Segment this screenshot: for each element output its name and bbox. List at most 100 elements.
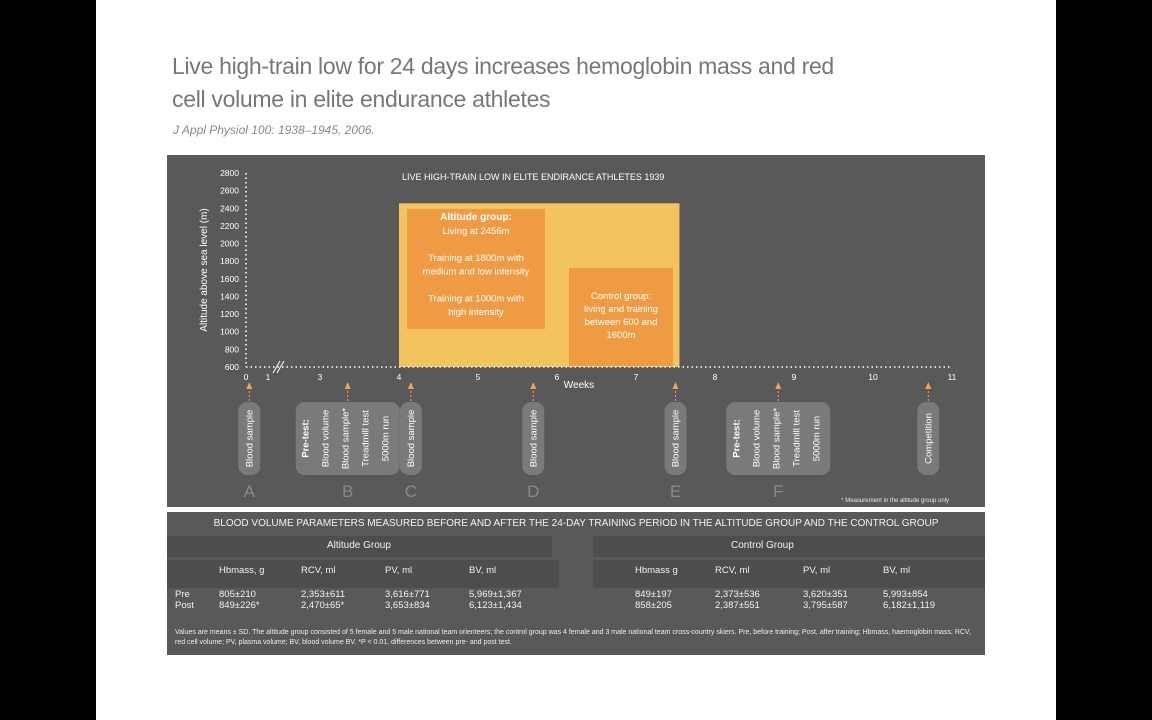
x-tick-label: 4 (397, 372, 402, 382)
measurement-letter: B (342, 482, 353, 501)
y-tick-label: 2400 (220, 203, 239, 213)
control-box-line: Control group: (591, 291, 651, 302)
x-tick-label: 6 (555, 372, 560, 382)
x-tick-label: 7 (634, 372, 639, 382)
altitude-cell: 805±210 (219, 589, 256, 600)
altitude-cell: 3,653±834 (385, 600, 430, 611)
measurement-item: Competition (923, 413, 934, 464)
table-title: BLOOD VOLUME PARAMETERS MEASURED BEFORE … (213, 518, 939, 529)
altitude-cell: 2,470±65* (301, 600, 345, 611)
measurement-pill (522, 402, 545, 475)
y-tick-label: 1600 (220, 274, 239, 284)
control-cell: 3,620±351 (803, 589, 848, 600)
altitude-box-heading: Altitude group: (440, 212, 512, 223)
control-cell: 2,387±551 (715, 600, 760, 611)
row-label: Pre (175, 589, 190, 600)
measurement-pill (295, 402, 400, 475)
altitude-group-label: Altitude Group (327, 540, 391, 551)
altitude-box-line: Training at 1800m with (428, 253, 524, 264)
measurement-item: Blood sample (671, 410, 682, 468)
measurement-letter: D (527, 482, 539, 501)
measurement-pill (917, 402, 940, 475)
arrow-head (775, 382, 782, 389)
y-tick-label: 2000 (220, 239, 239, 249)
x-tick-label: 11 (948, 372, 957, 382)
control-group-label: Control Group (731, 540, 794, 551)
altitude-cell: 2,353±611 (301, 589, 346, 600)
table-panel: BLOOD VOLUME PARAMETERS MEASURED BEFORE … (167, 512, 985, 655)
control-col-header: PV, ml (803, 565, 831, 576)
chart-panel: LIVE HIGH-TRAIN LOW IN ELITE ENDIRANCE A… (167, 155, 985, 507)
measurement-letter: C (405, 482, 417, 501)
altitude-cell: 3,616±771 (385, 589, 430, 600)
control-col-header: BV, ml (883, 565, 911, 576)
x-axis-label: Weeks (564, 380, 594, 391)
chart-title: LIVE HIGH-TRAIN LOW IN ELITE ENDIRANCE A… (402, 172, 664, 182)
measurement-item: Blood volume (321, 410, 332, 468)
measurement-item: Blood sample* (771, 408, 782, 470)
control-group-band (593, 536, 985, 557)
chart-footnote: * Measurement in the altitude group only (841, 498, 949, 504)
altitude-cell: 5,969±1,367 (469, 589, 522, 600)
control-cell: 5,993±854 (883, 589, 928, 600)
row-label: Post (175, 600, 195, 611)
arrow-head (530, 382, 537, 389)
measurement-item: Treadmill test (791, 410, 802, 467)
altitude-col-header: RCV, ml (301, 565, 336, 576)
measurement-letter: F (773, 482, 783, 501)
control-cell: 849±197 (635, 589, 672, 600)
y-tick-label: 1000 (220, 327, 239, 337)
measurement-letter: E (670, 482, 681, 501)
altitude-cell: 6,123±1,434 (469, 600, 522, 611)
arrow-head (672, 382, 679, 389)
measurement-item: Blood sample (244, 410, 255, 468)
measurement-item: Blood sample* (341, 408, 352, 470)
arrow-head (407, 382, 414, 389)
y-tick-label: 2800 (220, 168, 239, 178)
altitude-col-header: Hbmass, g (219, 565, 265, 576)
x-tick-label: 3 (318, 372, 323, 382)
altitude-cell: 849±226* (219, 600, 260, 611)
control-col-header: RCV, ml (715, 565, 750, 576)
control-box-line: between 600 and (585, 317, 658, 328)
control-col-header: Hbmass g (635, 565, 678, 576)
axis-break-mark (272, 360, 281, 374)
y-tick-label: 2200 (220, 221, 239, 231)
y-axis-label: Altitude above sea level (m) (199, 208, 210, 331)
control-cell: 3,795±587 (803, 600, 848, 611)
y-tick-label: 2600 (220, 186, 239, 196)
measurement-pill (664, 402, 687, 475)
altitude-group-box (407, 209, 545, 329)
y-tick-label: 1800 (220, 256, 239, 266)
control-group-box (569, 268, 673, 366)
timeline-chart: LIVE HIGH-TRAIN LOW IN ELITE ENDIRANCE A… (199, 168, 957, 501)
measurement-item: Blood volume (751, 410, 762, 468)
measurement-pill (238, 402, 261, 475)
arrow-head (925, 382, 932, 389)
altitude-group-band (167, 536, 552, 557)
control-cell: 858±205 (635, 600, 672, 611)
x-tick-label: 8 (713, 372, 718, 382)
y-tick-label: 800 (225, 344, 239, 354)
citation: J Appl Physiol 100: 1938–1945, 2006. (173, 123, 375, 137)
control-box-line: 1600m (606, 330, 635, 341)
control-cell: 6,182±1,119 (883, 600, 936, 611)
control-header-band (593, 560, 985, 588)
table-notes: Values are means ± SD. The altitude grou… (175, 629, 971, 646)
arrow-head (246, 382, 253, 389)
measurement-item: Blood sample (406, 410, 417, 468)
y-tick-label: 600 (225, 362, 239, 372)
x-tick-label: 9 (792, 372, 797, 382)
x-tick-label: 1 (266, 372, 271, 382)
altitude-box-line: medium and low intensity (423, 267, 530, 278)
measurement-item: Pre-test: (731, 419, 742, 458)
measurement-item: 5000m run (381, 416, 392, 461)
axis-break-mark (276, 360, 285, 374)
measurement-pill (399, 402, 422, 475)
slide-title: Live high-train low for 24 days increase… (172, 53, 834, 112)
measurement-item: Blood sample (528, 410, 539, 468)
altitude-col-header: PV, ml (385, 565, 413, 576)
measurement-item: 5000m run (811, 416, 822, 461)
altitude-col-header: BV, ml (469, 565, 497, 576)
y-tick-label: 1400 (220, 291, 239, 301)
